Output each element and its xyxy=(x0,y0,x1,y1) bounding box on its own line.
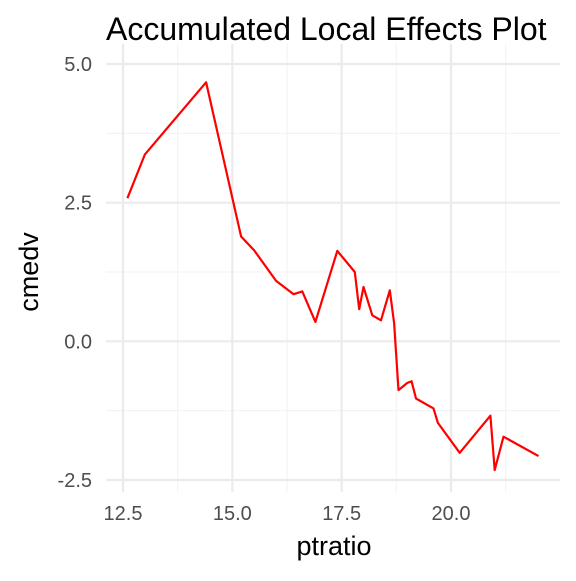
line-layer xyxy=(126,81,540,472)
x-tick-label: 12.5 xyxy=(104,503,143,525)
ale-series-line xyxy=(126,81,540,472)
y-tick-label: 2.5 xyxy=(64,193,92,215)
chart-title: Accumulated Local Effects Plot xyxy=(106,11,547,47)
x-tick-label: 20.0 xyxy=(432,503,471,525)
y-axis-title: cmedv xyxy=(14,232,44,312)
y-tick-label: 0.0 xyxy=(64,331,92,353)
y-tick-label: -2.5 xyxy=(58,470,92,492)
x-axis-title: ptratio xyxy=(296,531,371,561)
x-tick-label: 15.0 xyxy=(213,503,252,525)
y-tick-labels: -2.5 0.0 2.5 5.0 xyxy=(58,54,92,492)
x-tick-labels: 12.5 15.0 17.5 20.0 xyxy=(104,503,471,525)
grid-layer xyxy=(106,44,560,492)
y-tick-label: 5.0 xyxy=(64,54,92,76)
x-tick-label: 17.5 xyxy=(322,503,361,525)
